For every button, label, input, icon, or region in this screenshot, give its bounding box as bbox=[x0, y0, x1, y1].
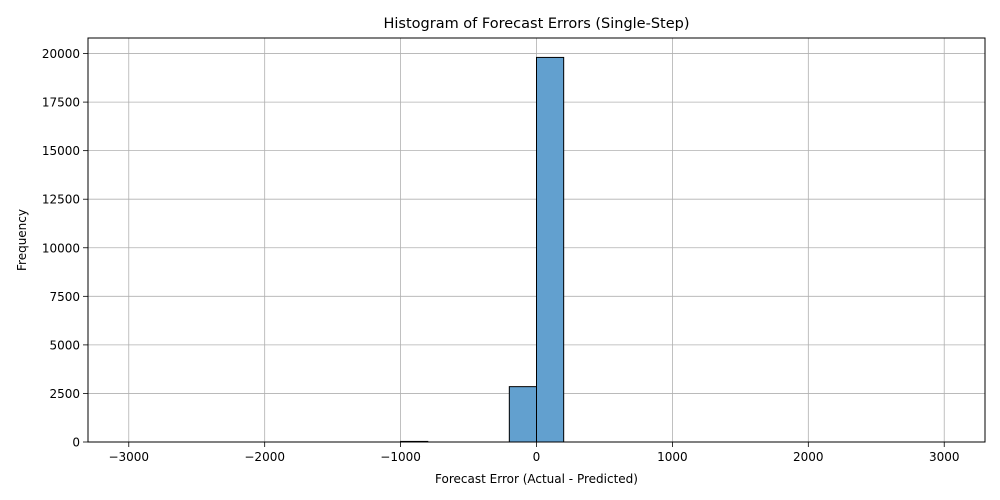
x-axis-title: Forecast Error (Actual - Predicted) bbox=[435, 472, 638, 486]
y-tick-label: 20000 bbox=[42, 47, 80, 61]
y-tick-label: 15000 bbox=[42, 144, 80, 158]
x-axis-ticks: −3000 −2000 −1000 0 1000 2000 3000 bbox=[108, 442, 960, 464]
y-tick-label: 5000 bbox=[49, 338, 80, 352]
y-tick-label: 10000 bbox=[42, 241, 80, 255]
chart-title: Histogram of Forecast Errors (Single-Ste… bbox=[383, 16, 689, 32]
histogram-bars bbox=[400, 56, 565, 443]
x-tick-label: 0 bbox=[533, 450, 541, 464]
y-tick-label: 2500 bbox=[49, 387, 80, 401]
x-tick-label: 2000 bbox=[793, 450, 824, 464]
x-tick-label: −2000 bbox=[244, 450, 285, 464]
histogram-bar bbox=[508, 386, 537, 443]
y-tick-label: 17500 bbox=[42, 96, 80, 110]
y-tick-label: 7500 bbox=[49, 290, 80, 304]
histogram-bar bbox=[536, 56, 565, 443]
y-axis-ticks: 0 2500 5000 7500 10000 12500 15000 17500 20000 bbox=[42, 47, 88, 450]
x-tick-label: −1000 bbox=[380, 450, 421, 464]
x-tick-label: 1000 bbox=[657, 450, 688, 464]
y-tick-label: 12500 bbox=[42, 193, 80, 207]
x-tick-label: 3000 bbox=[929, 450, 960, 464]
x-tick-label: −3000 bbox=[108, 450, 149, 464]
y-tick-label: 0 bbox=[72, 436, 80, 450]
y-axis-title: Frequency bbox=[15, 209, 29, 271]
